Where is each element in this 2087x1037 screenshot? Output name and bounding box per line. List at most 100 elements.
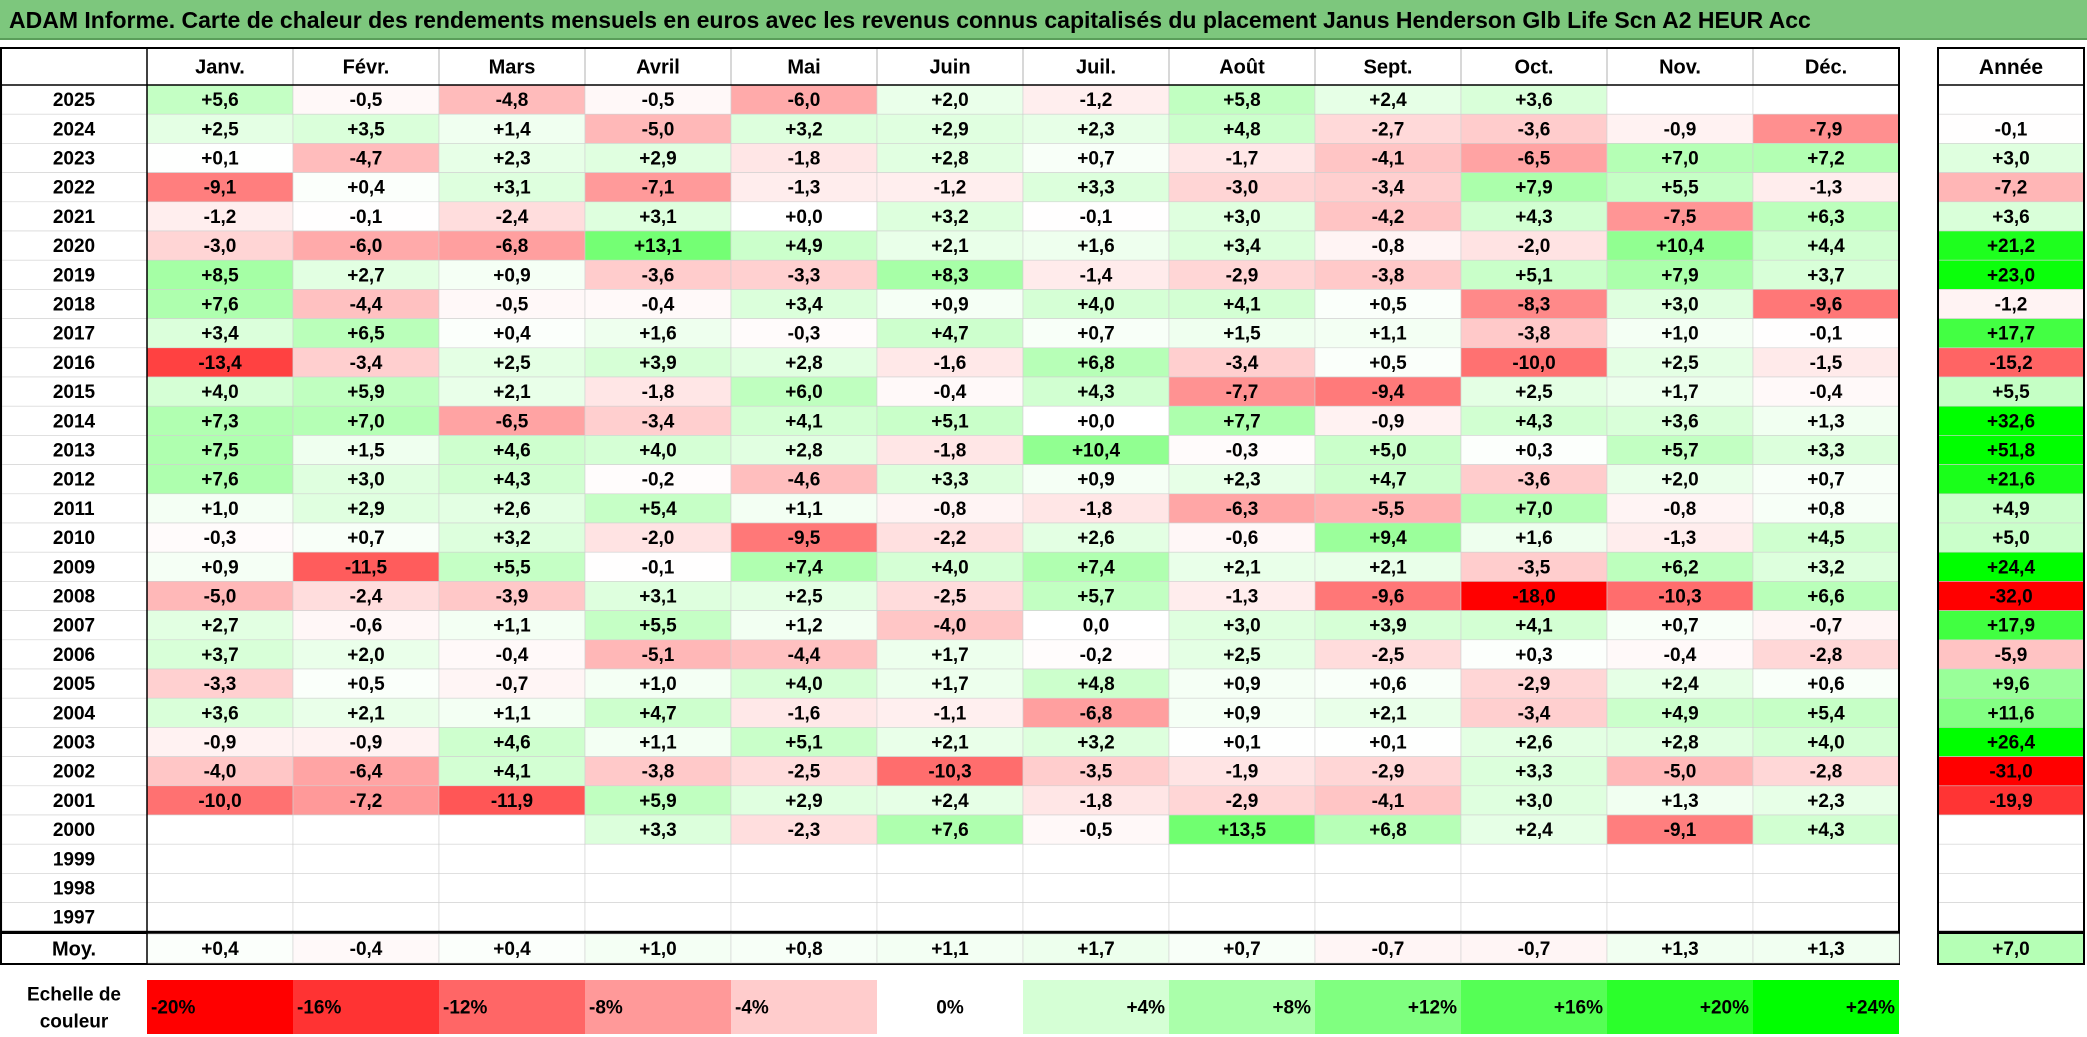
cell-value: +1,3 <box>1807 411 1845 432</box>
year-label: 2022 <box>53 178 95 199</box>
heatmap-cell <box>1022 668 1170 699</box>
heatmap-cell <box>292 230 440 261</box>
annual-cell <box>1937 610 2085 641</box>
year-label-cell <box>1 639 148 670</box>
cell-value: -1,7 <box>1226 149 1259 170</box>
heatmap-cell <box>1022 785 1170 816</box>
heatmap-cell <box>584 873 732 903</box>
cell-value: -2,9 <box>1372 762 1405 783</box>
heatmap-cell <box>1606 201 1754 232</box>
scale-swatch <box>1169 980 1315 1034</box>
heatmap-cell <box>1460 405 1608 436</box>
cell-value: -11,5 <box>345 557 388 578</box>
heatmap-cell <box>1752 435 1900 465</box>
heatmap-cell <box>292 84 440 115</box>
annual-cell <box>1937 873 2085 903</box>
cell-value: +3,0 <box>1223 207 1261 228</box>
cell-value: +7,0 <box>1515 499 1553 520</box>
average-value: +1,7 <box>1077 939 1115 960</box>
cell-value: +2,5 <box>201 119 239 140</box>
cell-value: +5,1 <box>1515 265 1553 286</box>
heatmap-cell <box>438 289 586 319</box>
annual-value: -7,2 <box>1995 178 2028 199</box>
cell-value: -5,0 <box>1664 762 1697 783</box>
month-header: Juil. <box>1076 57 1116 79</box>
heatmap-cell <box>1022 843 1170 874</box>
heatmap-cell <box>584 464 732 495</box>
heatmap-cell <box>1752 843 1900 874</box>
heatmap-cell <box>438 668 586 699</box>
cell-value: -13,4 <box>198 353 242 374</box>
heatmap-cell <box>584 493 732 524</box>
heatmap-cell <box>1168 814 1316 845</box>
annual-value: +17,9 <box>1987 616 2035 637</box>
cell-value: +3,7 <box>1807 265 1845 286</box>
cell-value: -0,2 <box>642 470 675 491</box>
heatmap-cell <box>1460 435 1608 465</box>
cell-value: -1,8 <box>1080 499 1113 520</box>
cell-value: +9,4 <box>1369 528 1407 549</box>
heatmap-cell <box>292 259 440 290</box>
cell-value: -1,6 <box>934 353 967 374</box>
heatmap-cell <box>1314 668 1462 699</box>
average-value: -0,4 <box>350 939 383 960</box>
heatmap-cell <box>876 581 1024 611</box>
cell-value: +0,1 <box>1369 733 1407 754</box>
year-label: 2009 <box>53 557 95 578</box>
cell-value: -3,9 <box>496 587 529 608</box>
year-label: 1999 <box>53 849 95 870</box>
heatmap-cell <box>1168 610 1316 641</box>
cell-value: -9,1 <box>1664 820 1697 841</box>
cell-value: +3,4 <box>785 295 823 316</box>
cell-value: -11,9 <box>491 791 533 812</box>
cell-value: -0,5 <box>350 90 383 111</box>
year-label-cell <box>1 873 148 903</box>
cell-value: -10,0 <box>198 791 241 812</box>
heatmap-cell <box>1168 756 1316 787</box>
month-header-cell <box>876 47 1024 86</box>
heatmap-cell <box>1168 902 1316 933</box>
heatmap-cell <box>438 756 586 787</box>
scale-swatch <box>731 980 877 1034</box>
heatmap-cell <box>1460 814 1608 845</box>
year-label-cell <box>1 581 148 611</box>
cell-value: +3,2 <box>1807 557 1845 578</box>
cell-value: -2,5 <box>788 762 821 783</box>
heatmap-cell <box>876 84 1024 115</box>
annual-value: +5,0 <box>1992 528 2030 549</box>
cell-value: -1,2 <box>1080 90 1113 111</box>
heatmap-cell <box>1752 727 1900 757</box>
cell-value: -0,6 <box>350 616 383 637</box>
heatmap-cell <box>1460 347 1608 378</box>
heatmap-cell <box>1752 493 1900 524</box>
cell-value: -0,4 <box>934 382 967 403</box>
heatmap-cell <box>146 668 294 699</box>
heatmap-cell <box>730 347 878 378</box>
annual-value: +3,0 <box>1992 149 2030 170</box>
scale-label: +16% <box>1554 998 1603 1019</box>
cell-value: -6,5 <box>1518 149 1551 170</box>
cell-value: +0,9 <box>1223 674 1261 695</box>
cell-value: +2,7 <box>347 265 385 286</box>
annual-cell <box>1937 84 2085 115</box>
cell-value: +3,4 <box>201 324 239 345</box>
cell-value: +5,6 <box>201 90 239 111</box>
cell-value: -0,3 <box>788 324 821 345</box>
heatmap-cell <box>730 376 878 407</box>
annual-value: +21,6 <box>1987 470 2035 491</box>
year-label-cell <box>1 230 148 261</box>
heatmap-cell <box>438 902 586 933</box>
year-label-cell <box>1 610 148 641</box>
heatmap-cell <box>292 697 440 728</box>
annual-cell <box>1937 230 2085 261</box>
cell-value: +7,6 <box>201 470 239 491</box>
heatmap-cell <box>438 785 586 816</box>
scale-swatch <box>1315 980 1461 1034</box>
cell-value: +2,5 <box>785 587 823 608</box>
cell-value: +2,3 <box>1077 119 1115 140</box>
cell-value: +6,2 <box>1661 557 1699 578</box>
cell-value: -4,0 <box>934 616 967 637</box>
cell-value: -3,4 <box>1372 178 1405 199</box>
heatmap-cell <box>1022 347 1170 378</box>
heatmap-cell <box>1314 639 1462 670</box>
